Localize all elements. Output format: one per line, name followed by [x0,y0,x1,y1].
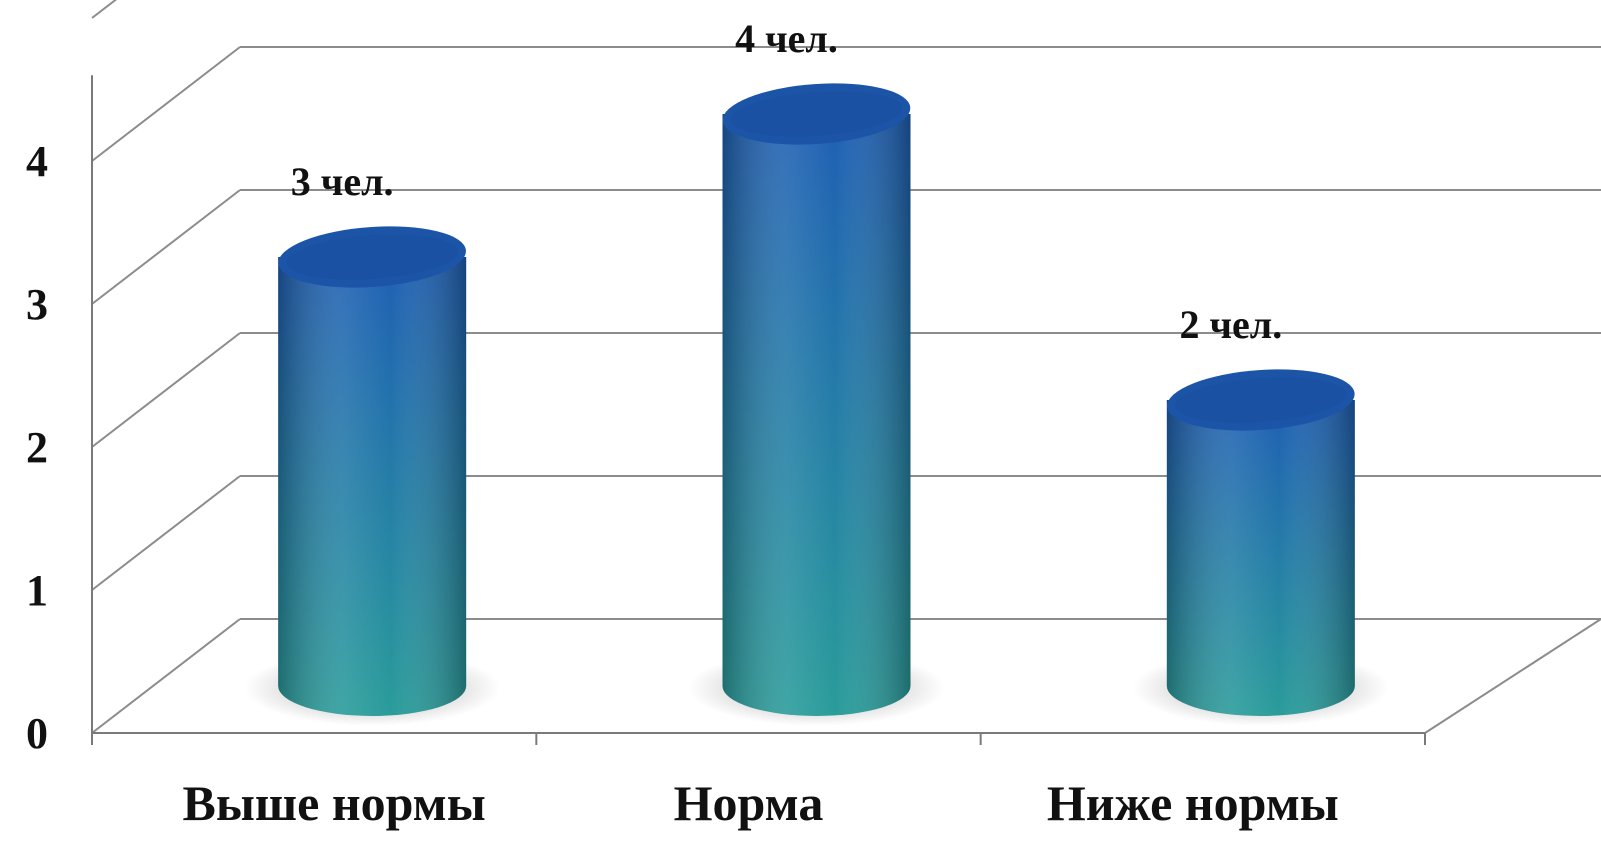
y-tick-label: 1 [26,566,48,615]
category-label: Выше нормы [183,775,486,831]
side-wall-line [91,332,241,448]
data-label: 3 чел. [291,159,394,204]
y-tick-label: 4 [26,137,48,186]
bar-body-shading [278,257,467,716]
side-wall-line [91,189,241,305]
y-tick-label: 0 [26,709,48,758]
side-wall-line [91,0,118,19]
data-labels-layer: 3 чел. 4 чел. 2 чел. [291,16,1282,347]
bar-1 [244,226,501,726]
side-wall-line [91,618,241,734]
bar-body-shading [1166,400,1355,717]
bar-cap-inner [730,91,903,137]
floor-edge-right [1424,618,1601,734]
y-axis-ticks: 0 1 2 3 4 [26,137,48,758]
bar-3 [1132,369,1389,726]
side-wall-line [91,475,241,591]
bar-cap-inner [1175,377,1347,423]
x-axis-categories: Выше нормы Норма Ниже нормы [183,775,1339,831]
bar-body-shading [722,114,911,716]
bars-layer [244,83,1389,726]
y-tick-label: 3 [26,280,48,329]
bar-cap-inner [286,234,458,280]
category-label: Норма [674,775,824,831]
bar-2 [688,83,945,726]
side-wall-line [91,46,241,162]
category-label: Ниже нормы [1047,775,1339,831]
y-tick-label: 2 [26,423,48,472]
data-label: 4 чел. [735,16,838,61]
data-label: 2 чел. [1179,302,1282,347]
grid-layer [91,0,1601,745]
